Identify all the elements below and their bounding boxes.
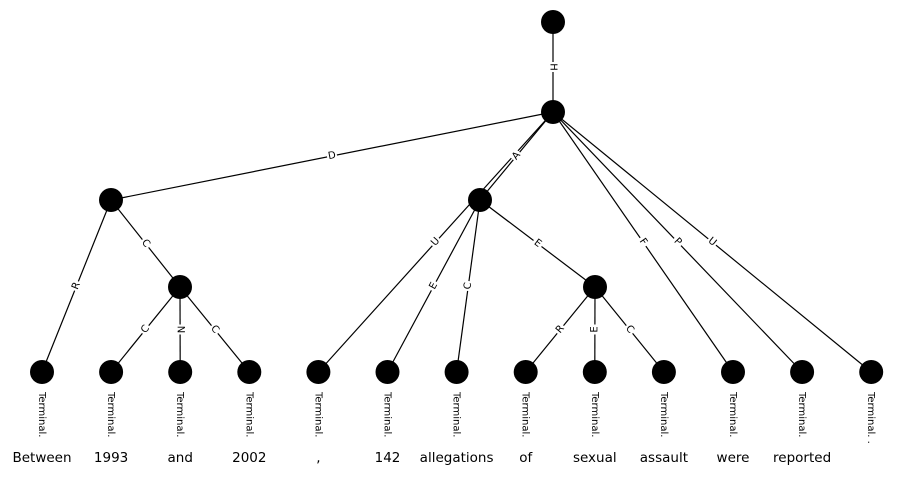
- edge-label-a-t6: C: [461, 280, 475, 292]
- edge-label-text: C: [623, 323, 636, 335]
- edges-layer: [41, 22, 872, 373]
- node-t5: [375, 360, 400, 384]
- edge-label-h-a: A: [508, 148, 525, 164]
- edge-label-text: N: [175, 326, 186, 334]
- token-t9: assault: [640, 450, 688, 466]
- terminal-label-t12: Terminal. .: [865, 391, 876, 444]
- edge-label-text: D: [327, 150, 337, 162]
- node-a: [468, 188, 492, 212]
- node-t4: [306, 360, 331, 384]
- terminal-label-t4: Terminal.: [312, 391, 323, 437]
- token-t3: 2002: [232, 450, 266, 466]
- edge-label-a-t5: E: [426, 278, 442, 294]
- node-t3: [237, 360, 262, 384]
- token-t4: ,: [316, 450, 320, 466]
- edge-label-text: R: [554, 323, 567, 335]
- edge-label-h-t12: U: [704, 234, 720, 250]
- edge-label-dc-t1: C: [137, 321, 154, 338]
- edge-label-h-t11: P: [669, 234, 686, 250]
- edge-label-text: C: [139, 237, 152, 249]
- edge-label-h-t4: U: [427, 234, 444, 250]
- edge-label-ae-t8: E: [588, 324, 601, 335]
- terminal-labels-layer: Terminal. Terminal. Terminal. Terminal. Term…: [36, 391, 876, 444]
- token-t7: of: [519, 450, 533, 466]
- node-t8: [582, 360, 607, 384]
- edge-label-ae-t7: R: [552, 321, 569, 338]
- token-t6: allegations: [420, 450, 494, 466]
- token-t1: 1993: [94, 450, 128, 466]
- edge-label-text: U: [706, 235, 719, 248]
- node-t6: [444, 360, 469, 384]
- edge-label-text: F: [637, 236, 649, 247]
- edge-label-root-h: H: [547, 62, 559, 72]
- edge-label-h-t10: F: [635, 234, 651, 250]
- token-t11: reported: [773, 450, 831, 466]
- terminal-label-t8: Terminal.: [589, 391, 600, 437]
- words-layer: Between 1993 and 2002, 142 allegations of sexua…: [12, 450, 831, 466]
- edge-label-h-d: D: [325, 149, 339, 163]
- node-root: [541, 10, 565, 34]
- edge-label-dc-t3: C: [206, 321, 223, 338]
- node-d: [99, 188, 123, 212]
- edge-label-text: E: [427, 281, 440, 292]
- edge-label-text: E: [532, 237, 544, 250]
- edge-label-text: C: [208, 323, 221, 335]
- edge-label-text: C: [462, 282, 474, 290]
- edge-label-ae-t9: C: [621, 321, 638, 338]
- nodes-layer: [30, 10, 884, 384]
- node-t7: [513, 360, 538, 384]
- edge-label-text: R: [70, 281, 83, 292]
- edge-label-a-ae: E: [529, 235, 546, 252]
- token-t10: were: [717, 450, 750, 466]
- terminal-label-t2: Terminal.: [174, 391, 185, 437]
- node-t2: [168, 360, 193, 384]
- terminal-label-t7: Terminal.: [520, 391, 531, 437]
- token-t0: Between: [12, 450, 71, 466]
- edge-labels-layer: H D A U F P U R C C N C E C E R E C: [69, 62, 720, 338]
- edge-label-d-t0: R: [69, 279, 84, 293]
- terminal-label-t11: Terminal.: [796, 391, 807, 437]
- node-t10: [721, 360, 745, 384]
- node-dc: [168, 275, 192, 299]
- token-t2: and: [167, 450, 192, 466]
- node-t11: [790, 360, 815, 384]
- terminal-label-t1: Terminal.: [105, 391, 116, 437]
- edge-label-text: P: [671, 236, 683, 248]
- node-t0: [30, 360, 54, 384]
- edge-label-text: E: [589, 326, 600, 332]
- terminal-label-t0: Terminal.: [36, 391, 47, 437]
- node-ae: [583, 275, 607, 299]
- terminal-label-t10: Terminal.: [727, 391, 738, 437]
- edge-label-text: A: [510, 150, 523, 162]
- token-t8: sexual: [573, 450, 617, 466]
- node-t1: [99, 360, 124, 384]
- edge-label-dc-t2: N: [174, 324, 187, 335]
- node-t12: [859, 360, 884, 384]
- node-h: [541, 100, 565, 124]
- node-t9: [651, 360, 676, 384]
- terminal-label-t3: Terminal.: [243, 391, 254, 437]
- edge-label-d-dc: C: [137, 235, 154, 252]
- edge-label-text: H: [548, 63, 559, 71]
- token-t5: 142: [375, 450, 401, 466]
- terminal-label-t6: Terminal.: [451, 391, 462, 437]
- terminal-label-t9: Terminal.: [658, 391, 669, 437]
- edge-label-text: C: [139, 323, 152, 335]
- terminal-label-t5: Terminal.: [382, 391, 393, 437]
